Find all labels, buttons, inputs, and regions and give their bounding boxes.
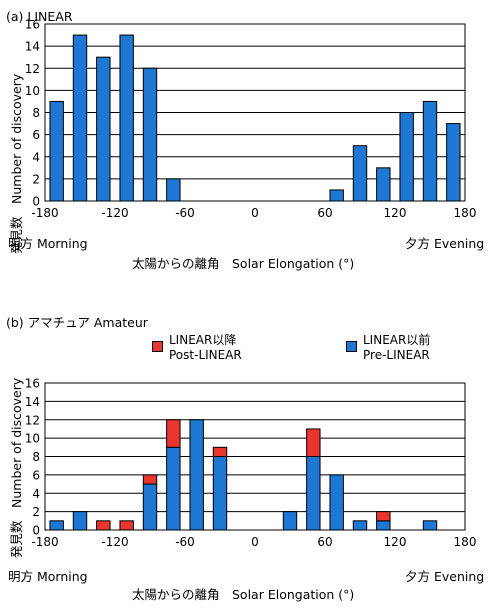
chart-a-bar-pre-170: [446, 123, 461, 202]
chart-b-bar-post-50: [306, 428, 321, 457]
chart-b-bar-post--90: [142, 474, 158, 485]
chart-b-morning-label: 明方 Morning: [8, 569, 88, 584]
chart-b-plot: 0 2 4 6 8 10 12 14 16 -180 -120 -60 0 60 120 180: [25, 377, 477, 550]
chart-a-bar-pre-90: [352, 145, 368, 202]
chart-b-bar-post-110: [376, 511, 391, 522]
chart-b-bar-post--70: [166, 419, 181, 448]
chart-a-bar-pre-150: [422, 100, 438, 202]
chart-b-title: (b) アマチュア Amateur: [6, 315, 148, 330]
chart-a-xtick-label: 0: [251, 206, 259, 220]
chart-b-ytick-label: 14: [25, 395, 40, 409]
chart-b-bar-pre-110: [376, 520, 391, 531]
chart-b-ytick-label: 6: [32, 468, 40, 482]
chart-a-xtick-label: -120: [101, 206, 128, 220]
chart-a-xtick-label: -180: [31, 206, 58, 220]
chart-b-bar-pre-30: [282, 511, 298, 531]
chart-b-bar-pre--90: [142, 483, 158, 531]
chart-b-xtick-label: 0: [251, 535, 259, 549]
chart-b-evening-label: 夕方 Evening: [405, 569, 485, 584]
chart-a-bar-pre-130: [399, 112, 414, 202]
chart-a-xlabel: 太陽からの離角 Solar Elongation (°): [132, 256, 355, 271]
chart-a-ylabel: 発見数 Number of discovery: [9, 73, 24, 254]
chart-b-xtick-label: 180: [454, 535, 477, 549]
chart-a-ytick-label: 0: [32, 195, 40, 209]
chart-b-ylabel: 発見数 Number of discovery: [9, 377, 24, 558]
chart-b-ytick-label: 4: [32, 487, 40, 501]
legend-pre-linear-label-1: LINEAR以前: [363, 333, 431, 347]
chart-a-bar-pre-70: [329, 189, 344, 202]
chart-b-bar-post--30: [212, 446, 228, 457]
chart-a-bar-pre--70: [166, 178, 181, 202]
chart-a-evening-label: 夕方 Evening: [405, 236, 485, 251]
legend-pre-linear-label-2: Pre-LINEAR: [363, 348, 430, 362]
chart-b-bar-pre--170: [49, 520, 64, 531]
chart-b-bar-pre-150: [422, 520, 438, 531]
chart-a-xtick-label: -60: [175, 206, 195, 220]
chart-b-ytick-label: 8: [32, 450, 40, 464]
chart-b-bar-pre-90: [352, 520, 368, 531]
legend-post-linear-label-2: Post-LINEAR: [169, 348, 242, 362]
chart-b-bar-pre--70: [166, 446, 181, 531]
legend-pre-linear-swatch: [346, 341, 357, 352]
chart-a-bar-pre--170: [49, 100, 64, 202]
chart-b-panel: (b) アマチュア Amateur LINEAR以降 Post-LINEAR L…: [0, 304, 500, 608]
chart-b-bar-pre-50: [306, 456, 321, 531]
chart-a-ytick-label: 4: [32, 150, 40, 164]
chart-b-bar-pre-70: [329, 474, 344, 531]
chart-a-bar-pre--90: [142, 67, 158, 202]
chart-b-ytick-label: 16: [25, 377, 40, 391]
chart-b-ytick-label: 0: [32, 524, 40, 538]
chart-b-bar-post--110: [119, 520, 134, 531]
chart-b-ytick-label: 10: [25, 432, 40, 446]
chart-b-bar-pre--50: [189, 419, 204, 531]
chart-a-xtick-label: 120: [384, 206, 407, 220]
chart-b-xtick-label: -120: [101, 535, 128, 549]
chart-a-bar-pre-110: [376, 167, 391, 202]
chart-b-xlabel: 太陽からの離角 Solar Elongation (°): [132, 587, 355, 602]
chart-a-ytick-label: 6: [32, 128, 40, 142]
chart-a-ytick-label: 8: [32, 106, 40, 120]
chart-a-panel: (a) LINEAR 0 2 4 6 8 10 12 14 16 -180 -120 -60 0 60 12…: [0, 0, 500, 300]
legend-post-linear-swatch: [152, 341, 163, 352]
chart-b-xtick-label: 60: [317, 535, 332, 549]
chart-b-bar-post--130: [96, 520, 111, 531]
chart-a-xtick-label: 60: [317, 206, 332, 220]
chart-a-ytick-label: 14: [25, 40, 40, 54]
chart-a-title: (a) LINEAR: [6, 9, 73, 24]
chart-a-plot: 0 2 4 6 8 10 12 14 16 -180 -120 -60 0 60 120 180: [25, 18, 477, 221]
chart-a-ytick-label: 16: [25, 18, 40, 32]
chart-a-ytick-label: 2: [32, 172, 40, 186]
chart-b-ytick-label: 2: [32, 505, 40, 519]
chart-b-ytick-label: 12: [25, 413, 40, 427]
chart-a-ytick-label: 12: [25, 62, 40, 76]
chart-a-xtick-label: 180: [454, 206, 477, 220]
chart-b-xtick-label: -60: [175, 535, 195, 549]
chart-a-ytick-label: 10: [25, 84, 40, 98]
chart-a-morning-label: 明方 Morning: [8, 236, 88, 251]
chart-a-bar-pre--130: [96, 56, 111, 202]
legend-post-linear-label-1: LINEAR以降: [169, 333, 237, 347]
chart-b-xtick-label: -180: [31, 535, 58, 549]
chart-b-xtick-label: 120: [384, 535, 407, 549]
chart-b-bar-pre--150: [72, 511, 88, 531]
chart-a-bar-pre--110: [119, 34, 134, 202]
chart-a-bar-pre--150: [72, 34, 88, 202]
chart-b-bar-pre--30: [212, 456, 228, 531]
